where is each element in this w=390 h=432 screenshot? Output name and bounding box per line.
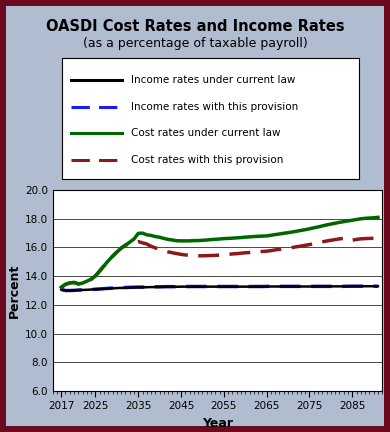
Text: Cost rates with this provision: Cost rates with this provision (131, 155, 283, 165)
Text: OASDI Cost Rates and Income Rates: OASDI Cost Rates and Income Rates (46, 19, 344, 35)
Text: (as a percentage of taxable payroll): (as a percentage of taxable payroll) (83, 37, 307, 50)
Y-axis label: Percent: Percent (7, 264, 21, 318)
X-axis label: Year: Year (202, 417, 233, 430)
Text: Cost rates under current law: Cost rates under current law (131, 128, 280, 138)
Text: Income rates under current law: Income rates under current law (131, 75, 295, 85)
Text: Income rates with this provision: Income rates with this provision (131, 102, 298, 112)
